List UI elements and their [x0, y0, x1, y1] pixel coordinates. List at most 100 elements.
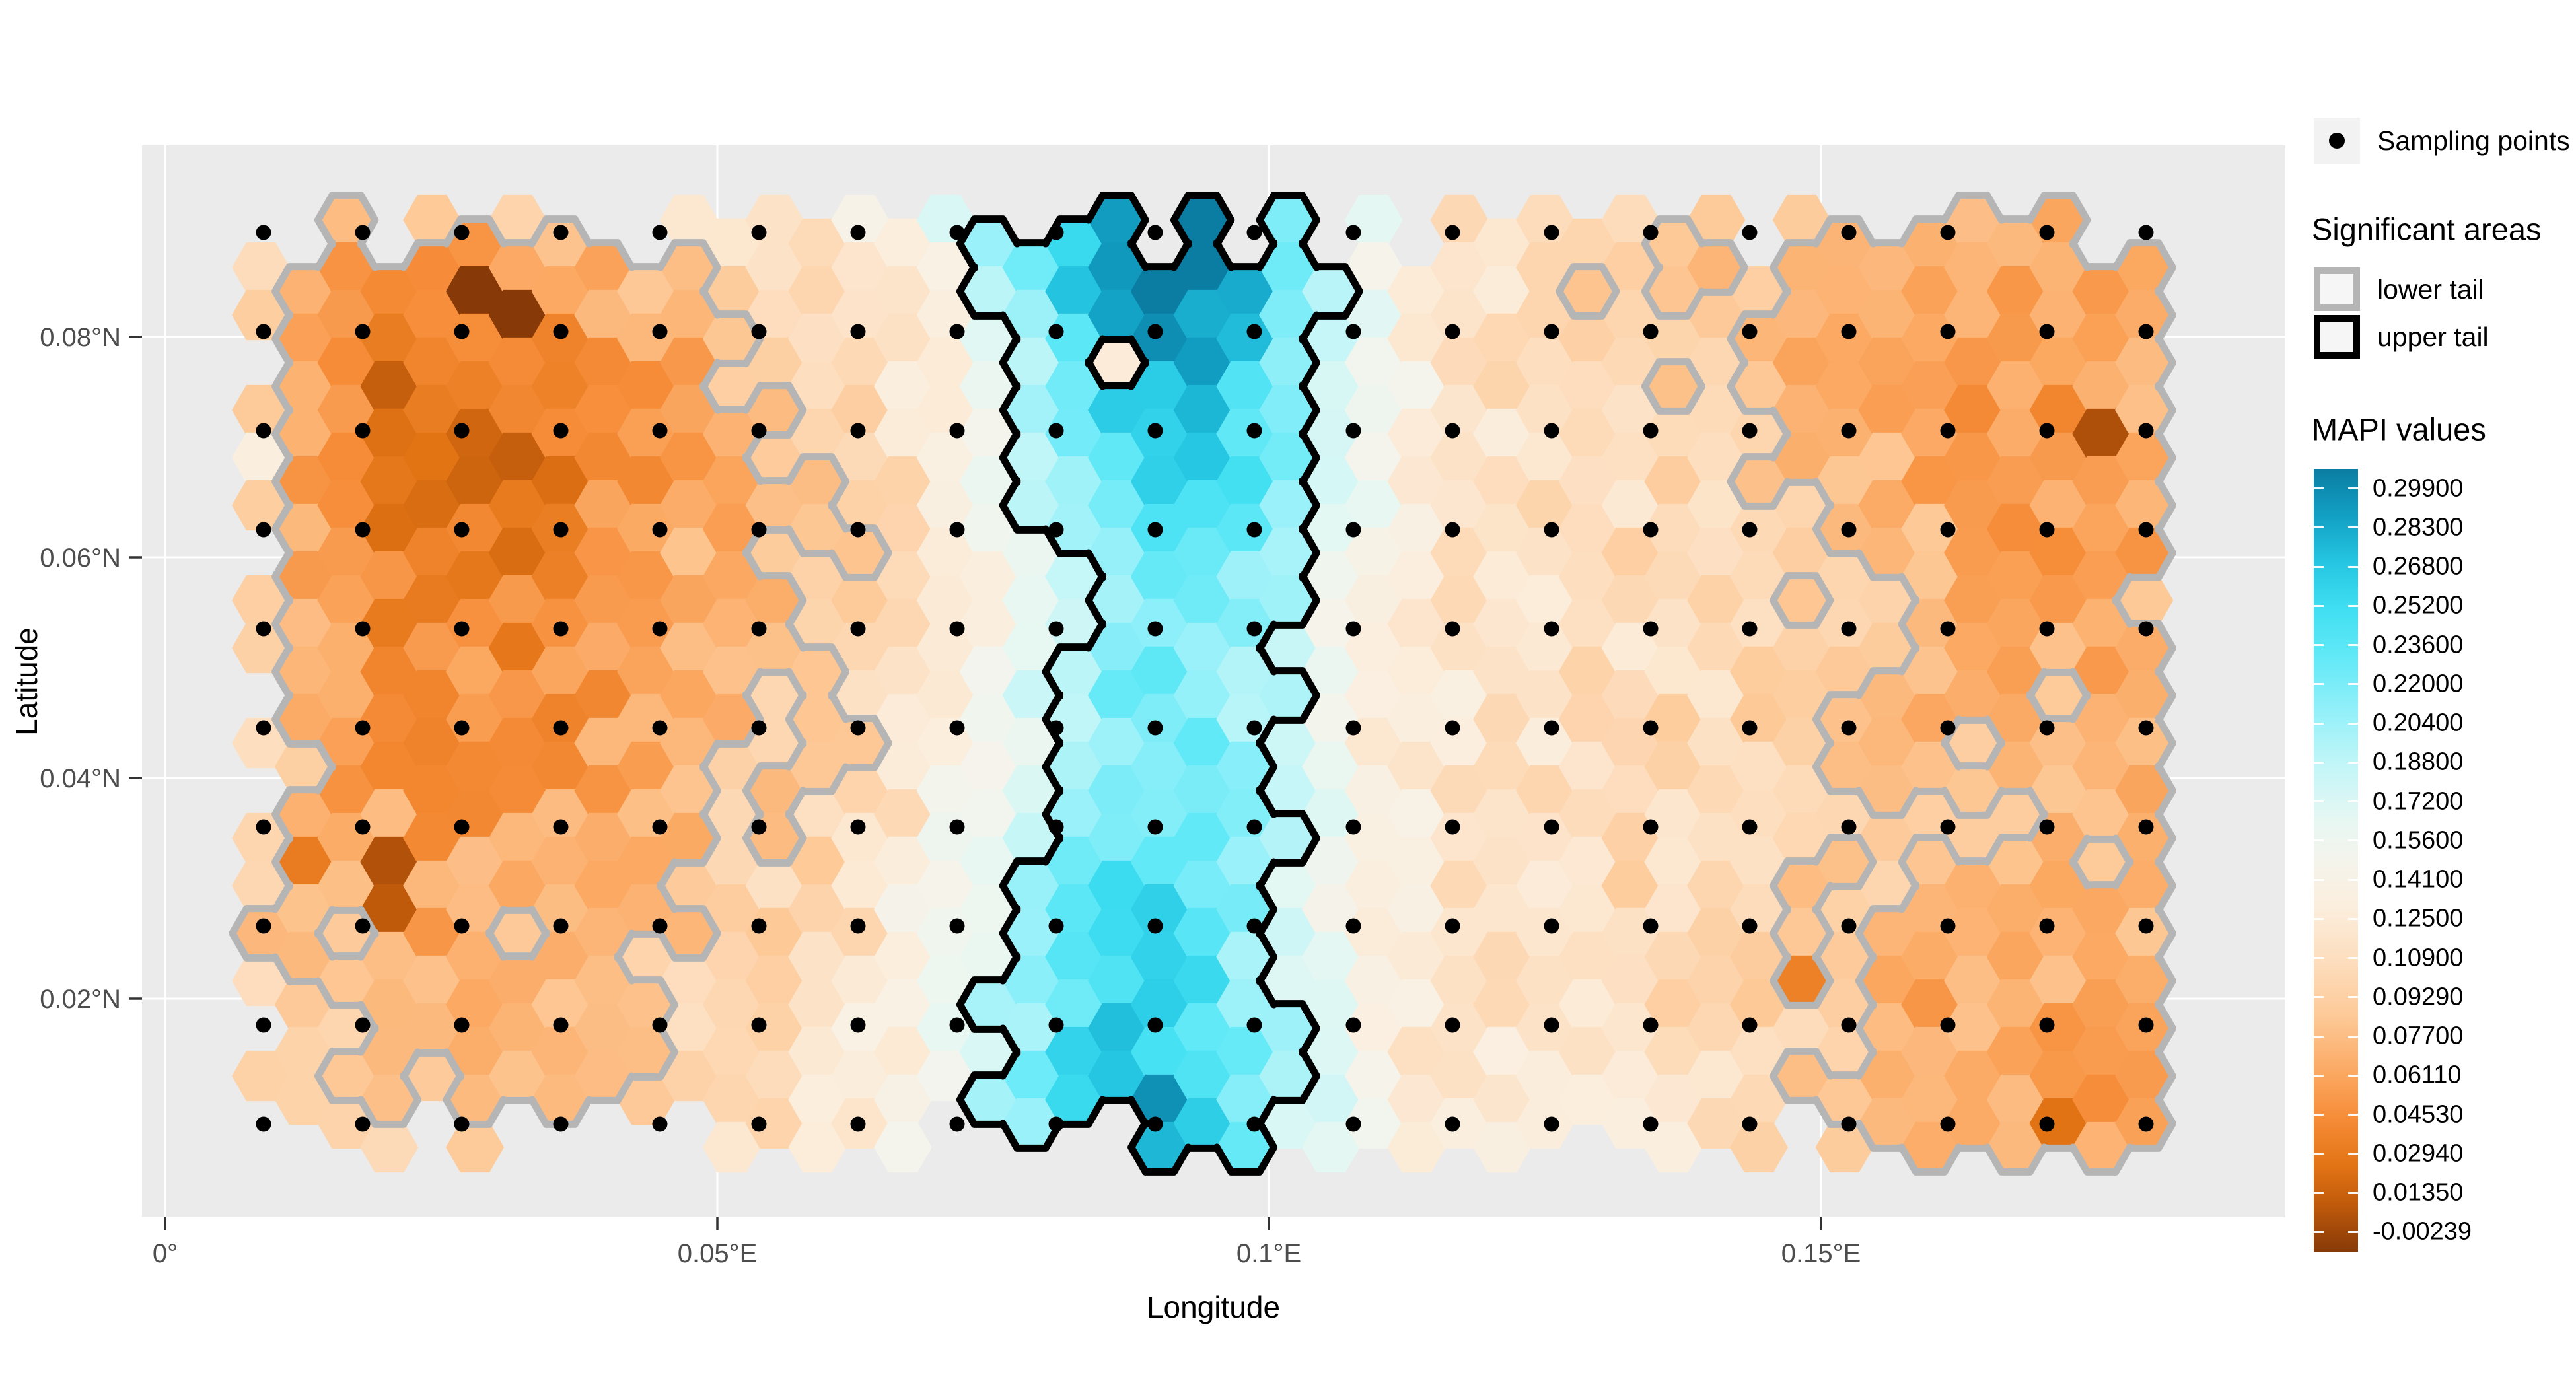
- sampling-point: [1345, 621, 1361, 637]
- sampling-point: [2138, 720, 2154, 736]
- y-tick-label: 0.02°N: [40, 985, 121, 1014]
- sampling-point: [751, 324, 767, 339]
- colorbar-tick: [2348, 565, 2358, 568]
- sampling-point: [1544, 720, 1559, 736]
- sampling-point: [1147, 324, 1163, 339]
- y-tick-label: 0.08°N: [40, 323, 121, 352]
- sampling-point: [1742, 423, 1758, 439]
- sampling-point: [553, 522, 569, 538]
- sampling-point: [1643, 423, 1659, 439]
- colorbar-label: 0.29900: [2373, 474, 2464, 503]
- sampling-point: [850, 522, 866, 538]
- sampling-point: [355, 1017, 371, 1033]
- sampling-point: [1147, 1017, 1163, 1033]
- colorbar-label: 0.17200: [2373, 787, 2464, 816]
- sampling-point: [1742, 1017, 1758, 1033]
- colorbar-tick: [2314, 800, 2324, 803]
- sampling-point: [2039, 225, 2055, 240]
- colorbar-tick: [2314, 1074, 2324, 1077]
- colorbar-label: 0.15600: [2373, 826, 2464, 855]
- colorbar-tick: [2314, 917, 2324, 920]
- x-tick-label: 0.1°E: [1236, 1239, 1301, 1268]
- sampling-point: [1048, 621, 1064, 637]
- sampling-point: [1445, 918, 1460, 934]
- sampling-point: [850, 720, 866, 736]
- sampling-point: [553, 621, 569, 637]
- colorbar-tick: [2314, 761, 2324, 764]
- sampling-point: [454, 918, 470, 934]
- sampling-points-label: Sampling points: [2377, 125, 2570, 156]
- sampling-point: [1048, 1116, 1064, 1132]
- sampling-point: [1246, 918, 1262, 934]
- sampling-point: [1544, 1017, 1559, 1033]
- colorbar-tick: [2314, 1230, 2324, 1233]
- colorbar-tick: [2348, 604, 2358, 607]
- sampling-point: [1841, 1017, 1857, 1033]
- colorbar: [2314, 469, 2358, 1252]
- sampling-point: [1643, 324, 1659, 339]
- sampling-point: [2138, 1017, 2154, 1033]
- y-axis-title: Latitude: [9, 627, 44, 736]
- sampling-dot-icon: [2329, 133, 2345, 149]
- sampling-point: [256, 621, 271, 637]
- sampling-point: [1841, 1116, 1857, 1132]
- sampling-point: [1246, 720, 1262, 736]
- colorbar-tick: [2314, 1114, 2324, 1116]
- sampling-point: [1940, 819, 1956, 835]
- sampling-point: [1345, 720, 1361, 736]
- colorbar-label: 0.01350: [2373, 1178, 2464, 1207]
- sampling-point: [1940, 1116, 1956, 1132]
- sampling-point: [1742, 720, 1758, 736]
- sampling-point: [751, 720, 767, 736]
- colorbar-tick: [2314, 683, 2324, 686]
- lower-tail-label: lower tail: [2377, 273, 2484, 304]
- sampling-point: [1841, 225, 1857, 240]
- sampling-point: [1345, 423, 1361, 439]
- sampling-point: [850, 918, 866, 934]
- sampling-point: [1940, 522, 1956, 538]
- sampling-point: [553, 819, 569, 835]
- colorbar-label: 0.14100: [2373, 865, 2464, 894]
- sampling-point: [553, 1116, 569, 1132]
- sampling-point: [652, 1116, 668, 1132]
- sampling-point: [2138, 324, 2154, 339]
- x-tick-label: 0°: [153, 1239, 178, 1268]
- sampling-point: [1940, 720, 1956, 736]
- hexbin-cells: [231, 194, 2174, 1173]
- sampling-point: [1345, 1116, 1361, 1132]
- sampling-point: [1445, 423, 1460, 439]
- sampling-point: [1742, 621, 1758, 637]
- sampling-point: [2039, 720, 2055, 736]
- sampling-point: [256, 225, 271, 240]
- sampling-point: [1742, 225, 1758, 240]
- sampling-point: [1445, 621, 1460, 637]
- sampling-point: [1841, 423, 1857, 439]
- sampling-point: [553, 720, 569, 736]
- colorbar-tick: [2314, 722, 2324, 725]
- sampling-point: [1345, 324, 1361, 339]
- colorbar-tick: [2348, 839, 2358, 842]
- colorbar-tick: [2314, 644, 2324, 647]
- sampling-point: [1445, 225, 1460, 240]
- sampling-point: [1445, 1017, 1460, 1033]
- lower-tail-key-icon: [2314, 267, 2360, 311]
- sampling-point: [2039, 522, 2055, 538]
- colorbar-label: 0.06110: [2373, 1061, 2462, 1089]
- sampling-point: [850, 225, 866, 240]
- sampling-point: [1643, 1017, 1659, 1033]
- sampling-point: [652, 918, 668, 934]
- sampling-point: [256, 720, 271, 736]
- sampling-point: [1246, 324, 1262, 339]
- sampling-point: [949, 1017, 965, 1033]
- sampling-point: [355, 1116, 371, 1132]
- colorbar-tick: [2314, 839, 2324, 842]
- sampling-point: [454, 522, 470, 538]
- sampling-point: [553, 423, 569, 439]
- sampling-point: [1643, 918, 1659, 934]
- sampling-point: [2138, 918, 2154, 934]
- sampling-point: [1246, 621, 1262, 637]
- colorbar-tick: [2348, 878, 2358, 881]
- sampling-point: [1048, 720, 1064, 736]
- sampling-point: [256, 918, 271, 934]
- sampling-point: [1841, 621, 1857, 637]
